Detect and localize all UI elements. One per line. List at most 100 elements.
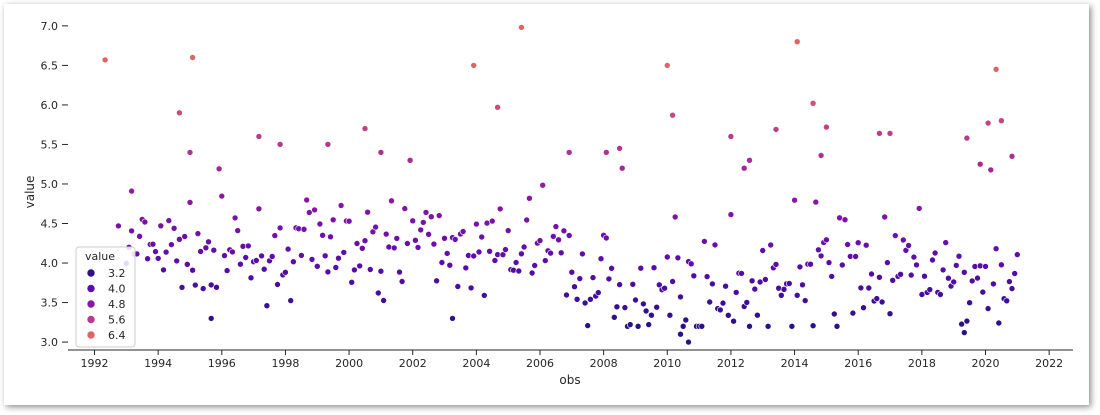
data-point [552, 223, 560, 230]
data-point [555, 236, 562, 244]
data-point [136, 233, 143, 240]
data-point [913, 261, 920, 269]
data-point [170, 225, 178, 232]
data-point [353, 240, 361, 247]
data-point [568, 268, 576, 276]
y-ticks: 3.0 3.5 4.0 4.5 5.0 5.5 6.0 6.5 7.0 [41, 20, 68, 349]
data-point [884, 259, 891, 266]
data-point [210, 246, 218, 254]
data-point [176, 236, 183, 243]
data-point [260, 265, 268, 273]
data-point [995, 319, 1003, 327]
data-point [830, 310, 838, 318]
data-point [637, 264, 645, 272]
data-point [767, 241, 775, 249]
data-point [876, 130, 883, 137]
data-point [284, 245, 292, 253]
data-point [518, 24, 525, 31]
data-point [891, 232, 899, 239]
data-point [727, 211, 735, 218]
data-point [703, 273, 711, 280]
data-point [958, 320, 965, 328]
legend-marker [86, 299, 96, 309]
data-point [332, 264, 340, 271]
data-point [565, 232, 573, 239]
data-point [565, 149, 573, 156]
data-point [966, 299, 973, 307]
x-tick-label: 2008 [590, 357, 618, 370]
data-point [459, 228, 467, 235]
data-point [780, 285, 788, 293]
data-point [412, 237, 419, 244]
legend-items: 3.2 4.0 4.8 5.6 6.4 [86, 267, 126, 342]
data-point [984, 305, 992, 312]
y-tick-label: 4.0 [41, 257, 59, 270]
data-point [618, 164, 626, 172]
data-point [298, 252, 305, 259]
data-point [669, 111, 676, 119]
data-point [921, 272, 928, 280]
data-point [549, 233, 557, 240]
x-tick-label: 2010 [653, 357, 681, 370]
data-point [602, 149, 610, 156]
y-tick-label: 4.5 [41, 218, 59, 231]
data-point [345, 217, 353, 225]
y-tick-label: 6.5 [41, 59, 59, 72]
data-point [929, 256, 936, 264]
data-point [860, 304, 867, 312]
data-point [756, 278, 764, 286]
data-point [915, 205, 923, 212]
data-point [886, 310, 894, 318]
data-point [974, 274, 981, 282]
data-point [865, 284, 873, 292]
y-tick-label: 5.5 [41, 138, 59, 151]
data-point [186, 149, 194, 156]
data-point [825, 259, 833, 266]
data-point [968, 277, 976, 285]
data-point [409, 217, 417, 225]
data-point [152, 248, 159, 255]
data-point [372, 223, 379, 231]
data-point [719, 299, 727, 307]
data-point [886, 130, 894, 137]
data-point [324, 268, 332, 276]
data-point [645, 321, 653, 328]
data-point [762, 276, 769, 283]
data-point [788, 322, 796, 330]
data-point [467, 284, 475, 292]
data-point [563, 291, 570, 299]
data-point [422, 209, 430, 216]
data-point [746, 322, 753, 330]
data-point [677, 330, 684, 338]
data-point [396, 268, 403, 276]
x-tick-label: 2016 [844, 357, 872, 370]
data-point [584, 322, 592, 329]
data-point [931, 249, 939, 257]
data-point [836, 214, 843, 222]
data-point [470, 252, 478, 260]
data-point [648, 311, 655, 319]
legend-label: 4.8 [108, 298, 126, 311]
data-point [764, 322, 772, 330]
data-point [698, 322, 706, 330]
legend-marker [86, 268, 96, 278]
data-point [199, 285, 207, 292]
data-point [443, 250, 451, 257]
data-point [197, 248, 204, 255]
data-point [905, 242, 912, 249]
data-point [926, 286, 934, 293]
x-tick-label: 2020 [971, 357, 999, 370]
data-point [849, 309, 857, 317]
data-point [960, 329, 968, 336]
data-point [960, 268, 968, 276]
data-point [340, 249, 348, 256]
data-point [817, 252, 825, 260]
data-point [385, 243, 393, 251]
data-point [573, 295, 581, 303]
data-point [160, 266, 167, 274]
data-point [157, 222, 165, 230]
data-point [838, 261, 846, 269]
data-point [1003, 297, 1011, 305]
data-point [589, 274, 597, 281]
data-point [732, 289, 740, 296]
